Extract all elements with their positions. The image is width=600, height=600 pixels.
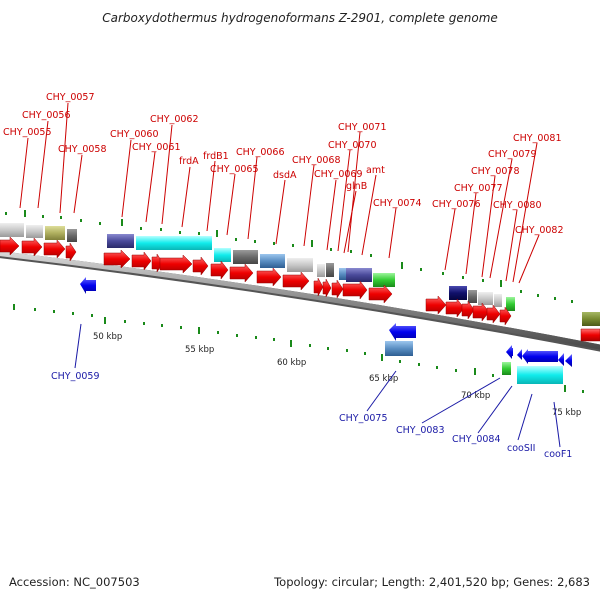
reverse-features bbox=[80, 277, 572, 384]
kbp-label: 55 kbp bbox=[185, 345, 214, 355]
gene-label: CHY_0075 bbox=[339, 413, 388, 424]
gene-label: CHY_0062 bbox=[150, 114, 199, 125]
gene-label: cooSII bbox=[507, 443, 535, 454]
gene-label: CHY_0066 bbox=[236, 147, 285, 158]
forward-labels: CHY_0055 CHY_0056 CHY_0057 CHY_0058 CHY_… bbox=[3, 92, 564, 236]
gene-label: CHY_0071 bbox=[338, 122, 387, 133]
gene-label: CHY_0078 bbox=[471, 166, 520, 177]
gene-label: CHY_0058 bbox=[58, 144, 107, 155]
accession-text: Accession: NC_007503 bbox=[9, 575, 140, 589]
gene-label: CHY_0076 bbox=[432, 199, 481, 210]
reverse-leader-lines bbox=[74, 323, 561, 448]
gene-label: frdB1 bbox=[203, 151, 229, 162]
gene-label: CHY_0059 bbox=[51, 371, 100, 382]
gene-label: CHY_0061 bbox=[132, 142, 181, 153]
gene-label: CHY_0068 bbox=[292, 155, 341, 166]
gene-label: glnB bbox=[346, 181, 367, 192]
gene-label: frdA bbox=[179, 156, 199, 167]
topology-summary: Topology: circular; Length: 2,401,520 bp… bbox=[273, 575, 590, 589]
gene-label: CHY_0081 bbox=[513, 133, 562, 144]
map-title: Carboxydothermus hydrogenoformans Z-2901… bbox=[102, 11, 498, 25]
forward-feature-blocks bbox=[0, 223, 600, 326]
forward-leader-lines bbox=[19, 102, 540, 284]
forward-arrows bbox=[0, 236, 600, 342]
gene-label: CHY_0055 bbox=[3, 127, 52, 138]
reverse-tick-track bbox=[13, 304, 584, 393]
kbp-label: 75 kbp bbox=[552, 408, 581, 418]
kbp-label: 60 kbp bbox=[277, 358, 306, 368]
gene-label: CHY_0056 bbox=[22, 110, 71, 121]
gene-label: CHY_0074 bbox=[373, 198, 422, 209]
gene-label: CHY_0069 bbox=[314, 169, 363, 180]
gene-label: amt bbox=[366, 165, 385, 176]
gene-label: CHY_0060 bbox=[110, 129, 159, 140]
gene-label: CHY_0079 bbox=[488, 149, 537, 160]
kbp-label: 50 kbp bbox=[93, 332, 122, 342]
gene-label: dsdA bbox=[273, 170, 297, 181]
gene-label: CHY_0077 bbox=[454, 183, 503, 194]
kbp-label: 65 kbp bbox=[369, 374, 398, 384]
forward-tick-track bbox=[5, 210, 573, 303]
gene-label: CHY_0070 bbox=[328, 140, 377, 151]
gene-label: CHY_0057 bbox=[46, 92, 95, 103]
kbp-scale: 50 kbp 55 kbp 60 kbp 65 kbp 70 kbp 75 kb… bbox=[93, 332, 581, 418]
gene-label: CHY_0083 bbox=[396, 425, 445, 436]
gene-label: cooF1 bbox=[544, 449, 572, 460]
gene-label: CHY_0084 bbox=[452, 434, 501, 445]
gene-label: CHY_0065 bbox=[210, 164, 259, 175]
gene-label: CHY_0082 bbox=[515, 225, 564, 236]
gene-label: CHY_0080 bbox=[493, 200, 542, 211]
kbp-label: 70 kbp bbox=[461, 391, 490, 401]
reverse-labels: CHY_0059 CHY_0075 CHY_0083 CHY_0084 cooS… bbox=[51, 371, 572, 460]
